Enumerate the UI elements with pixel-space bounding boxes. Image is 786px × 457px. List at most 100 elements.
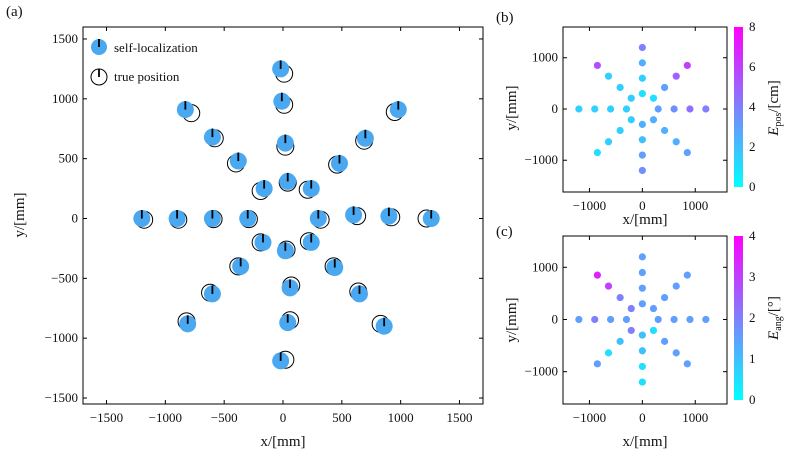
panel-c-xtick-label: 1000 bbox=[682, 410, 708, 425]
panel-c-error-point bbox=[575, 315, 583, 324]
panel-c-error-point bbox=[593, 271, 601, 279]
panel-a-ytick-label: 500 bbox=[59, 151, 79, 166]
panel-b-error-point bbox=[616, 83, 624, 92]
panel-c-ytick-label: 0 bbox=[552, 311, 559, 326]
panel-b-ytick-label: 0 bbox=[552, 101, 559, 116]
panel-b-colorbar-tick: 2 bbox=[749, 139, 756, 154]
panel-c-ytick-label: −1000 bbox=[525, 364, 558, 379]
panel-c-error-point bbox=[686, 315, 694, 324]
panel-b-xlabel: x/[mm] bbox=[623, 212, 668, 228]
panel-c-error-point bbox=[672, 282, 680, 290]
panel-b-error-point bbox=[638, 74, 646, 82]
panel-b-colorbar-tick: 4 bbox=[749, 99, 756, 114]
panel-c-error-point bbox=[660, 337, 669, 345]
panel-a-xtick-label: −1000 bbox=[149, 410, 182, 425]
panel-b-ylabel: y/[mm] bbox=[504, 86, 520, 131]
panel-c-error-point bbox=[649, 304, 658, 313]
legend-true-label: true position bbox=[114, 69, 180, 84]
panel-b-colorbar-tick: 8 bbox=[749, 19, 756, 34]
panel-b-colorbar-tick: 0 bbox=[749, 179, 756, 194]
panel-c-xtick-label: 0 bbox=[639, 410, 646, 425]
panel-a-xlabel: x/[mm] bbox=[261, 434, 306, 450]
panel-a-legend: self-localization true position bbox=[90, 39, 198, 86]
panel-b-error-point bbox=[627, 94, 635, 102]
panel-c-colorbar bbox=[734, 236, 743, 400]
panel-b-cb-unit: /[cm] bbox=[766, 80, 782, 112]
panel-c-error-point bbox=[604, 282, 613, 290]
panel-b-error-point bbox=[593, 61, 601, 70]
panel-c-error-point bbox=[638, 268, 646, 277]
panel-c-error-point bbox=[627, 326, 635, 335]
panel-c-error-point bbox=[649, 326, 658, 335]
panel-c-error-point bbox=[607, 315, 615, 324]
panel-c-colorbar-tick: 0 bbox=[749, 392, 756, 407]
panel-b-error-point bbox=[622, 105, 631, 113]
panel-b-xtick-label: 1000 bbox=[682, 198, 708, 213]
panel-c-chart: −1000 0 1000 −1000 0 1000 x/[mm] y/[mm] 0 1 2 3 4… bbox=[504, 228, 784, 450]
panel-b-error-point bbox=[660, 126, 669, 135]
legend-self-label: self-localization bbox=[114, 40, 198, 55]
panel-c-error-point bbox=[683, 271, 691, 279]
panel-b-error-point bbox=[649, 116, 658, 124]
panel-c-cb-main: E bbox=[766, 331, 782, 341]
panel-c-xtick-label: −1000 bbox=[573, 410, 606, 425]
panel-c-colorbar-tick: 4 bbox=[749, 228, 756, 243]
panel-label-a: (a) bbox=[6, 4, 23, 20]
panel-a-ytick-label: 0 bbox=[72, 210, 79, 225]
panel-b-error-point bbox=[638, 43, 646, 52]
panel-c-frame bbox=[562, 235, 728, 405]
panel-c-error-point bbox=[638, 284, 646, 292]
panel-c-error-point bbox=[622, 315, 631, 324]
panel-c-error-point bbox=[593, 360, 601, 368]
panel-c-error-point bbox=[616, 293, 624, 302]
panel-b-ytick-label: 1000 bbox=[532, 50, 558, 65]
panel-b-colorbar-tick: 6 bbox=[749, 59, 756, 74]
panel-b-error-point bbox=[627, 116, 635, 124]
panel-c-error-point bbox=[683, 360, 691, 368]
panel-b-cb-sub: pos bbox=[773, 113, 784, 127]
panel-c-xlabel: x/[mm] bbox=[623, 434, 668, 450]
panel-c-error-point bbox=[654, 315, 662, 324]
panel-b-error-point bbox=[575, 105, 583, 113]
panel-c-error-point bbox=[638, 347, 646, 355]
panel-label-b: (b) bbox=[496, 10, 514, 26]
panel-a-ytick-label: −1000 bbox=[45, 330, 78, 345]
panel-b-error-point bbox=[660, 83, 669, 92]
panel-c-colorbar-tick: 2 bbox=[749, 310, 756, 325]
panel-b-error-point bbox=[638, 59, 646, 67]
panel-c-ylabel: y/[mm] bbox=[504, 298, 520, 343]
panel-b-error-point bbox=[604, 138, 613, 146]
panel-c-error-point bbox=[591, 315, 599, 324]
panel-a-xtick-label: 1000 bbox=[388, 410, 414, 425]
panel-b-error-point bbox=[683, 148, 691, 157]
panel-b-error-point bbox=[702, 105, 710, 113]
panel-b-error-point bbox=[649, 94, 658, 102]
panel-b-colorbar bbox=[734, 27, 743, 187]
panel-c-error-point bbox=[638, 253, 646, 261]
panel-a-chart: −1500 −1000 −500 0 500 1000 1500 −1500 −1000 −500… bbox=[12, 26, 484, 450]
panel-a-ytick-label: 1000 bbox=[52, 91, 78, 106]
panel-b-chart: −1000 0 1000 −1000 0 1000 x/[mm] y/[mm] 0 2 4 6 8… bbox=[504, 19, 784, 228]
panel-b-error-point bbox=[616, 126, 624, 135]
panel-b-error-point bbox=[638, 136, 646, 144]
panel-b-error-point bbox=[591, 105, 599, 113]
panel-b-error-point bbox=[638, 120, 646, 128]
panel-c-ytick-label: 1000 bbox=[532, 259, 558, 274]
panel-c-error-point bbox=[604, 349, 613, 357]
panel-b-error-point bbox=[686, 105, 694, 113]
panel-c-colorbar-tick: 3 bbox=[749, 269, 756, 284]
panel-b-error-point bbox=[607, 105, 615, 113]
panel-b-error-point bbox=[593, 148, 601, 157]
panel-b-error-point bbox=[670, 105, 678, 113]
panel-a-ytick-label: −500 bbox=[51, 270, 78, 285]
panel-a-xtick-label: 1500 bbox=[446, 410, 472, 425]
panel-b-error-point bbox=[654, 105, 662, 113]
panel-label-c: (c) bbox=[496, 224, 513, 240]
panel-c-error-point bbox=[670, 315, 678, 324]
panel-b-error-point bbox=[638, 151, 646, 159]
panel-c-error-point bbox=[638, 378, 646, 386]
panel-c-error-point bbox=[627, 304, 635, 313]
panel-a-xtick-label: −500 bbox=[211, 410, 238, 425]
panel-a-ytick-label: −1500 bbox=[45, 390, 78, 405]
